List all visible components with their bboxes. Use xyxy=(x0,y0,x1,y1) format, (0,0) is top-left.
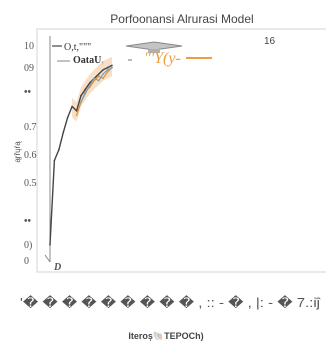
y-tick-label: 0 xyxy=(24,256,29,267)
series-1-point xyxy=(84,88,87,90)
series-1-point xyxy=(53,159,56,162)
series-2-point xyxy=(75,114,78,116)
series-1-point xyxy=(80,94,82,97)
series-3-point xyxy=(97,79,100,82)
series-2-point xyxy=(102,77,104,80)
y-tick-label: •• xyxy=(24,216,32,227)
series-3-point xyxy=(106,69,109,71)
series-1-point xyxy=(102,69,104,71)
y-tick-label: 10 xyxy=(24,41,34,52)
y-tick-label: 0.7 xyxy=(24,122,37,133)
x-tick-label-0: D xyxy=(53,262,61,273)
series-2-point xyxy=(93,79,96,82)
series-3-point xyxy=(111,66,113,69)
legend: O,t,""" OataU, xyxy=(52,42,104,66)
y-tick-label: 0.6 xyxy=(24,150,37,161)
x-tick-label-1: '� � � � � � � � � , :: - � , |: - � 7.:… xyxy=(20,295,321,310)
y-tick-labels: 10 09 •• 0.7 0.6 0.5 •• 0) 0 xyxy=(24,41,37,267)
series-1-point xyxy=(106,66,109,69)
series-3-point xyxy=(80,101,82,103)
series-line-3 xyxy=(80,67,113,103)
series-1-point xyxy=(62,131,65,134)
plot-area xyxy=(36,28,326,273)
y-tick-label: 09 xyxy=(24,63,34,74)
series-1-point xyxy=(97,73,100,75)
legend-label-1: O,t,""" xyxy=(64,42,91,53)
y-axis-label: ąŗřųŕą xyxy=(13,141,22,163)
watermark-text: "'Y(y- xyxy=(144,50,181,67)
series-1-point xyxy=(66,116,69,119)
y-tick-label: •• xyxy=(24,87,32,98)
series-3-point xyxy=(89,84,91,86)
origin-mark xyxy=(44,254,51,263)
chart-annotation: 16 xyxy=(264,36,276,47)
series-1-point xyxy=(89,81,91,84)
y-tick-label: 0.5 xyxy=(24,178,37,189)
series-2-point xyxy=(106,71,109,73)
series-3-point xyxy=(84,92,87,95)
chart-title: Porfoonansi Alrurasi Model xyxy=(110,12,253,26)
mortarboard-cap-base xyxy=(148,49,160,53)
legend-label-2: OataU, xyxy=(73,55,104,66)
series-3-point xyxy=(93,77,96,80)
series-1-point xyxy=(71,105,73,108)
y-tick-label: 0) xyxy=(24,240,32,251)
confidence-band xyxy=(72,56,112,122)
series-1-point xyxy=(111,64,113,67)
series-layer xyxy=(49,64,113,246)
series-1-point xyxy=(58,148,60,151)
series-2-point xyxy=(97,75,100,77)
series-3-point xyxy=(102,73,104,75)
series-1-point xyxy=(75,110,78,112)
series-1-point xyxy=(49,243,51,246)
x-axis-label: Iteroș🐚TEPOCh) xyxy=(128,331,203,341)
